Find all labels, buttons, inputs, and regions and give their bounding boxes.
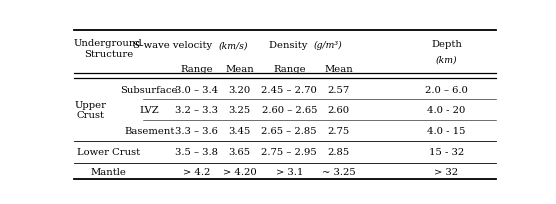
Text: 2.57: 2.57 bbox=[327, 85, 350, 94]
Text: Mantle: Mantle bbox=[90, 167, 126, 176]
Text: Density: Density bbox=[269, 41, 314, 50]
Text: > 32: > 32 bbox=[434, 167, 459, 176]
Text: 2.0 – 6.0: 2.0 – 6.0 bbox=[425, 85, 468, 94]
Text: (km): (km) bbox=[436, 55, 458, 64]
Text: LVZ: LVZ bbox=[140, 106, 159, 115]
Text: (km/s): (km/s) bbox=[218, 41, 247, 50]
Text: 3.20: 3.20 bbox=[229, 85, 251, 94]
Text: S-wave velocity: S-wave velocity bbox=[133, 41, 218, 50]
Text: 3.5 – 3.8: 3.5 – 3.8 bbox=[175, 147, 218, 156]
Text: 4.0 - 15: 4.0 - 15 bbox=[428, 126, 466, 135]
Text: Depth: Depth bbox=[431, 40, 462, 49]
Text: > 4.20: > 4.20 bbox=[223, 167, 256, 176]
Text: 3.45: 3.45 bbox=[229, 126, 251, 135]
Text: Upper
Crust: Upper Crust bbox=[74, 100, 106, 120]
Text: 3.3 – 3.6: 3.3 – 3.6 bbox=[175, 126, 218, 135]
Text: 2.65 – 2.85: 2.65 – 2.85 bbox=[261, 126, 317, 135]
Text: 2.75: 2.75 bbox=[327, 126, 350, 135]
Text: 2.60 – 2.65: 2.60 – 2.65 bbox=[261, 106, 317, 115]
Text: Basement: Basement bbox=[124, 126, 175, 135]
Text: Range: Range bbox=[180, 65, 213, 74]
Text: Mean: Mean bbox=[225, 65, 254, 74]
Text: 4.0 - 20: 4.0 - 20 bbox=[428, 106, 466, 115]
Text: 3.25: 3.25 bbox=[229, 106, 251, 115]
Text: Range: Range bbox=[273, 65, 306, 74]
Text: 2.60: 2.60 bbox=[327, 106, 350, 115]
Text: (g/m³): (g/m³) bbox=[314, 41, 342, 50]
Text: 3.0 – 3.4: 3.0 – 3.4 bbox=[175, 85, 218, 94]
Text: ~ 3.25: ~ 3.25 bbox=[322, 167, 356, 176]
Text: 2.45 – 2.70: 2.45 – 2.70 bbox=[261, 85, 317, 94]
Text: Subsurface: Subsurface bbox=[121, 85, 178, 94]
Text: 15 - 32: 15 - 32 bbox=[429, 147, 464, 156]
Text: Lower Crust: Lower Crust bbox=[77, 147, 140, 156]
Text: > 3.1: > 3.1 bbox=[276, 167, 303, 176]
Text: 2.75 – 2.95: 2.75 – 2.95 bbox=[261, 147, 317, 156]
Text: Underground
Structure: Underground Structure bbox=[74, 39, 143, 59]
Text: 2.85: 2.85 bbox=[327, 147, 350, 156]
Text: 3.2 – 3.3: 3.2 – 3.3 bbox=[175, 106, 218, 115]
Text: 3.65: 3.65 bbox=[229, 147, 251, 156]
Text: > 4.2: > 4.2 bbox=[183, 167, 210, 176]
Text: Mean: Mean bbox=[325, 65, 353, 74]
